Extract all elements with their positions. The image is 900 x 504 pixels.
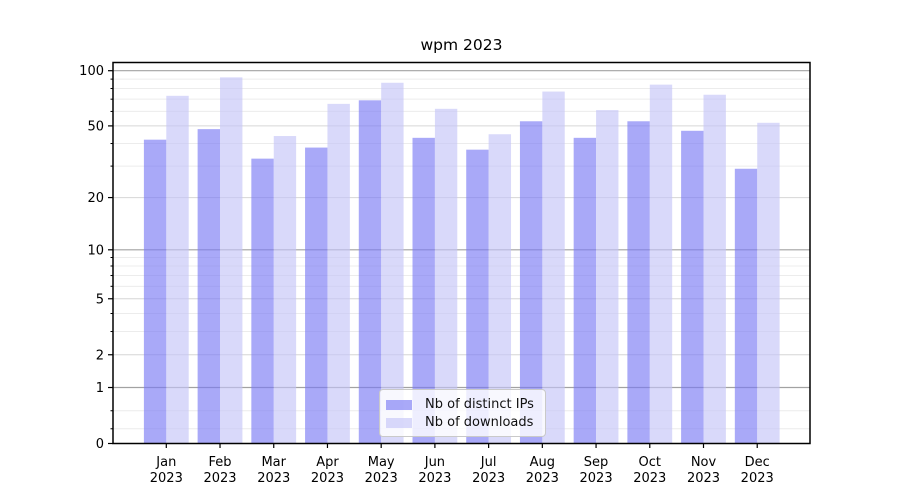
- bar-distinct-ips: [627, 121, 650, 444]
- y-tick-label: 1: [96, 381, 104, 396]
- x-tick-label-month: Jul: [480, 455, 497, 470]
- x-tick-label-year: 2023: [526, 471, 559, 486]
- bar-downloads: [542, 91, 565, 444]
- x-tick-label-year: 2023: [365, 471, 398, 486]
- legend-label-downloads: Nb of downloads: [425, 415, 534, 430]
- bar-distinct-ips: [305, 147, 328, 444]
- x-tick-label-year: 2023: [311, 471, 344, 486]
- legend-item-distinct-ips: Nb of distinct IPs: [386, 396, 545, 413]
- legend-swatch-downloads: [386, 417, 412, 428]
- legend-swatch-distinct-ips: [386, 399, 412, 410]
- bar-downloads: [273, 136, 297, 444]
- y-tick-label: 100: [79, 64, 104, 79]
- legend-label-distinct-ips: Nb of distinct IPs: [425, 397, 534, 412]
- bar-downloads: [596, 110, 619, 444]
- bar-downloads: [166, 95, 189, 444]
- x-tick-label-month: Apr: [316, 455, 339, 470]
- plot-border: [112, 61, 811, 445]
- y-tick-label: 0: [96, 437, 104, 452]
- chart-title: wpm 2023: [420, 36, 503, 54]
- bar-distinct-ips: [681, 130, 704, 444]
- bar-distinct-ips: [734, 168, 758, 444]
- bar-distinct-ips: [143, 139, 167, 444]
- bar-downloads: [488, 134, 512, 444]
- bar-downloads: [757, 122, 780, 444]
- x-tick-label-month: Mar: [261, 455, 286, 470]
- bar-downloads: [381, 82, 404, 444]
- bar-distinct-ips: [197, 129, 221, 444]
- x-tick-label-month: May: [368, 455, 395, 470]
- y-tick-label: 5: [96, 292, 104, 307]
- bar-distinct-ips: [358, 100, 382, 444]
- x-tick-label-year: 2023: [418, 471, 451, 486]
- bar-distinct-ips: [519, 121, 543, 444]
- bar-distinct-ips: [573, 137, 597, 444]
- bar-downloads: [220, 77, 243, 444]
- x-tick-label-year: 2023: [150, 471, 183, 486]
- x-tick-label-month: Jun: [424, 455, 445, 470]
- bar-downloads: [434, 108, 458, 444]
- x-tick-label-year: 2023: [741, 471, 774, 486]
- bar-downloads: [327, 103, 350, 444]
- x-tick-label-month: Aug: [530, 455, 555, 470]
- bar-distinct-ips: [412, 137, 435, 444]
- x-tick-label-month: Jan: [155, 455, 176, 470]
- legend: Nb of distinct IPs Nb of downloads: [379, 389, 546, 437]
- x-tick-label-month: Oct: [639, 455, 661, 470]
- x-tick-label-year: 2023: [687, 471, 720, 486]
- bar-distinct-ips: [251, 158, 274, 444]
- x-tick-label-year: 2023: [472, 471, 505, 486]
- x-tick-label-year: 2023: [633, 471, 666, 486]
- x-tick-label-month: Dec: [745, 455, 770, 470]
- bar-distinct-ips: [466, 149, 489, 444]
- y-tick-label: 20: [87, 191, 104, 206]
- x-tick-label-year: 2023: [203, 471, 236, 486]
- y-tick-label: 10: [87, 243, 104, 258]
- legend-item-downloads: Nb of downloads: [386, 414, 545, 431]
- x-tick-label-month: Sep: [584, 455, 609, 470]
- y-tick-label: 2: [96, 348, 104, 363]
- x-tick-label-month: Nov: [691, 455, 717, 470]
- x-tick-label-month: Feb: [209, 455, 232, 470]
- bar-downloads: [649, 84, 673, 444]
- x-tick-label-year: 2023: [257, 471, 290, 486]
- bar-downloads: [703, 94, 726, 444]
- y-tick-label: 50: [87, 119, 104, 134]
- x-tick-label-year: 2023: [580, 471, 613, 486]
